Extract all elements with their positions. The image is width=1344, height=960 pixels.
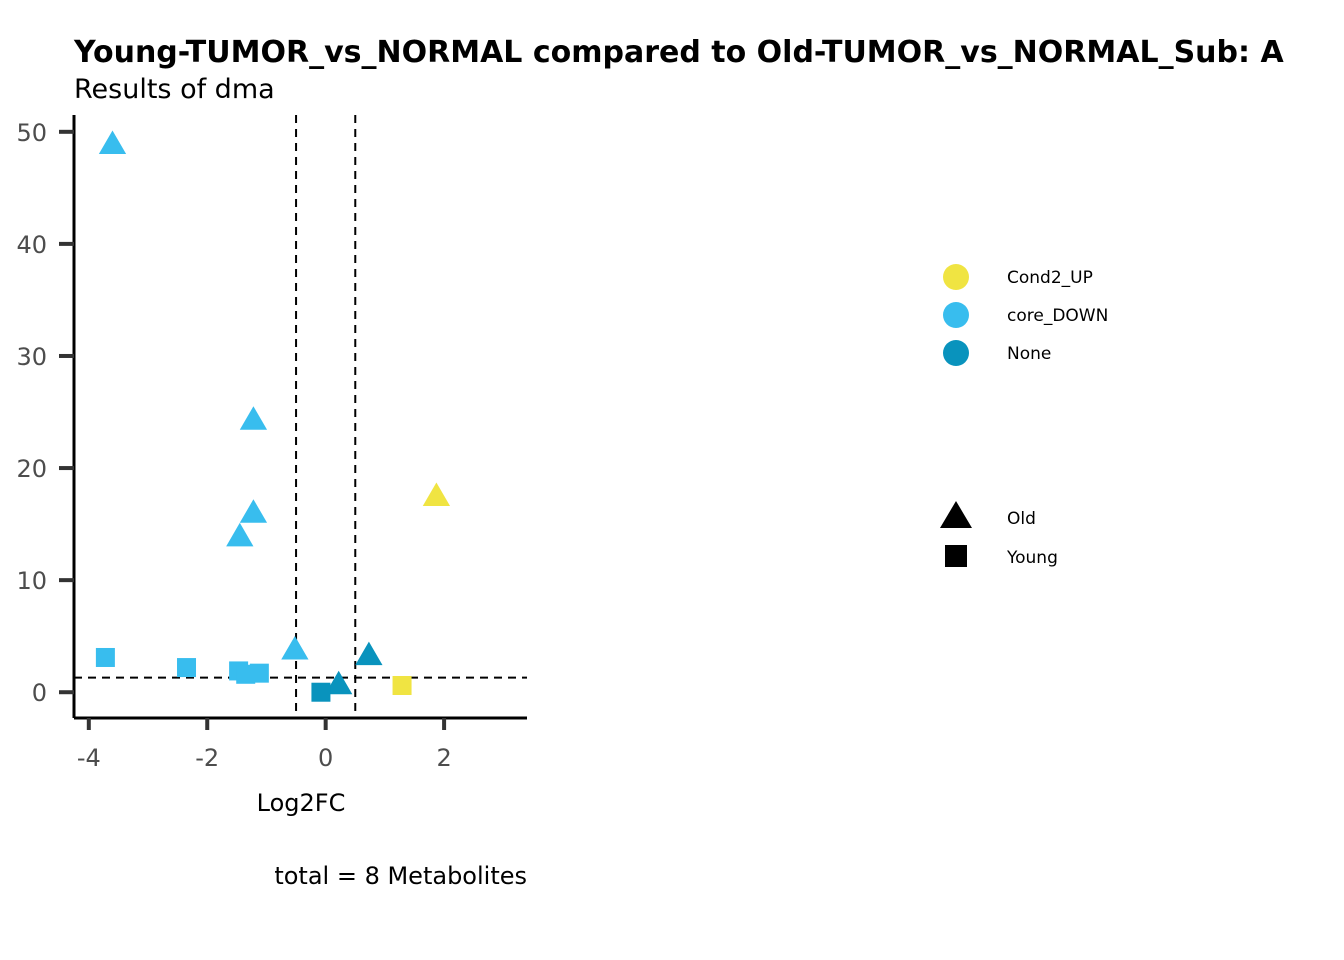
data-point-old bbox=[226, 522, 254, 547]
x-tick-label: 0 bbox=[318, 744, 333, 772]
legend-color-key bbox=[943, 340, 969, 366]
plot-area bbox=[72, 115, 527, 720]
y-tick-label: 20 bbox=[16, 455, 47, 483]
x-axis-ticks: -4 -2 0 2 bbox=[77, 718, 452, 772]
x-axis-label: Log2FC bbox=[257, 789, 346, 817]
legend-color-key bbox=[943, 264, 969, 290]
y-tick-label: 40 bbox=[16, 231, 47, 259]
y-tick-label: 0 bbox=[32, 679, 47, 707]
legend-triangle-key bbox=[940, 501, 972, 528]
data-point-old bbox=[98, 130, 127, 155]
y-tick-label: 50 bbox=[16, 119, 47, 147]
legend-color-label: Cond2_UP bbox=[1007, 268, 1093, 288]
data-point-young bbox=[249, 663, 269, 683]
y-tick-label: 30 bbox=[16, 343, 47, 371]
data-point-old bbox=[239, 499, 268, 523]
data-point-young bbox=[95, 647, 115, 667]
data-point-old bbox=[325, 670, 353, 695]
chart-subtitle: Results of dma bbox=[74, 74, 275, 105]
data-point-old bbox=[355, 641, 383, 666]
data-point-old bbox=[239, 406, 268, 430]
shape-legend: Old Young bbox=[940, 501, 1058, 568]
color-legend: Cond2_UP core_DOWN None bbox=[943, 264, 1108, 366]
data-point-young bbox=[311, 682, 331, 702]
x-tick-label: -2 bbox=[195, 744, 219, 772]
x-tick-label: 2 bbox=[436, 744, 451, 772]
chart-title: Young-TUMOR_vs_NORMAL compared to Old-TU… bbox=[73, 35, 1284, 70]
y-axis-ticks: 0 10 20 30 40 50 bbox=[16, 119, 74, 707]
x-tick-label: -4 bbox=[77, 744, 101, 772]
data-point-young bbox=[392, 675, 412, 695]
legend-color-label: None bbox=[1007, 344, 1051, 364]
legend-color-label: core_DOWN bbox=[1007, 306, 1108, 326]
y-tick-label: 10 bbox=[16, 567, 47, 595]
data-point-old bbox=[281, 635, 309, 660]
chart-caption: total = 8 Metabolites bbox=[274, 862, 527, 890]
legend-shape-label: Young bbox=[1006, 548, 1058, 568]
data-points bbox=[95, 130, 451, 702]
data-point-young bbox=[177, 658, 197, 678]
data-point-old bbox=[422, 482, 451, 506]
legend-shape-label: Old bbox=[1007, 509, 1036, 529]
legend-square-key bbox=[945, 545, 967, 567]
legend-color-key bbox=[943, 302, 969, 328]
